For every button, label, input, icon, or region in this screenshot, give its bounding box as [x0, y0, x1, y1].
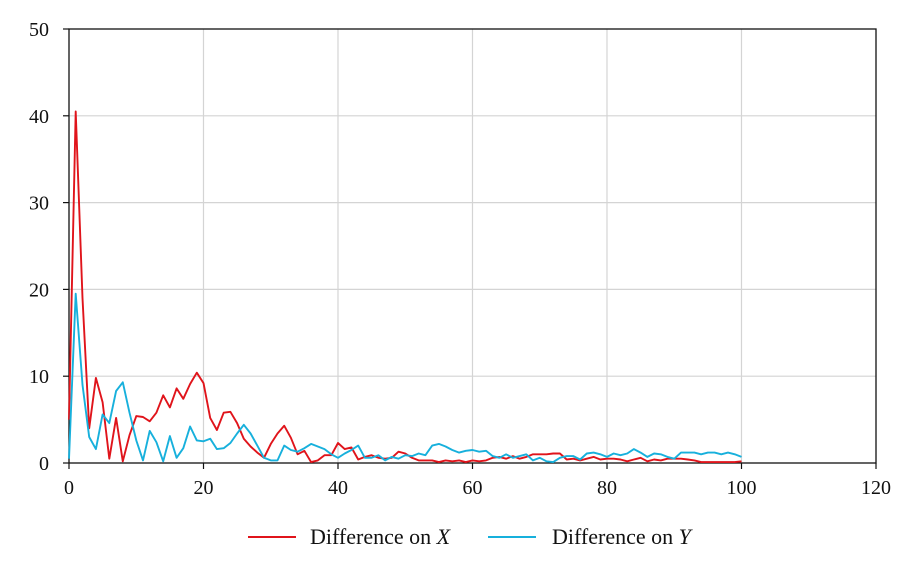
legend-label-prefix: Difference on: [552, 524, 679, 549]
legend-label-prefix: Difference on: [310, 524, 437, 549]
y-tick-label: 0: [39, 453, 49, 475]
legend-label-variable: Y: [679, 524, 694, 549]
x-tick-label: 100: [727, 477, 757, 499]
legend: Difference on X Difference on Y: [248, 524, 694, 549]
x-tick-label: 120: [861, 477, 891, 499]
series-line-difference-y: [68, 292, 742, 464]
legend-label-difference-y: Difference on Y: [552, 524, 694, 549]
x-tick-label: 20: [194, 477, 214, 499]
series-lines: [68, 110, 742, 464]
y-tick-label: 50: [29, 19, 49, 41]
grid-lines: [69, 29, 876, 463]
y-tick-label: 30: [29, 193, 49, 215]
series-line-difference-x: [68, 110, 742, 464]
y-tick-label: 20: [29, 279, 49, 301]
y-tick-label: 40: [29, 106, 49, 128]
y-tick-label: 10: [29, 366, 49, 388]
legend-label-difference-x: Difference on X: [310, 524, 452, 549]
legend-label-variable: X: [436, 524, 452, 549]
x-tick-label: 60: [463, 477, 483, 499]
axis-ticks: 0 20 40 60 80 100 120 0 10 20 30 40 50: [29, 19, 891, 499]
x-tick-label: 40: [328, 477, 348, 499]
x-tick-label: 0: [64, 477, 74, 499]
x-tick-label: 80: [597, 477, 617, 499]
